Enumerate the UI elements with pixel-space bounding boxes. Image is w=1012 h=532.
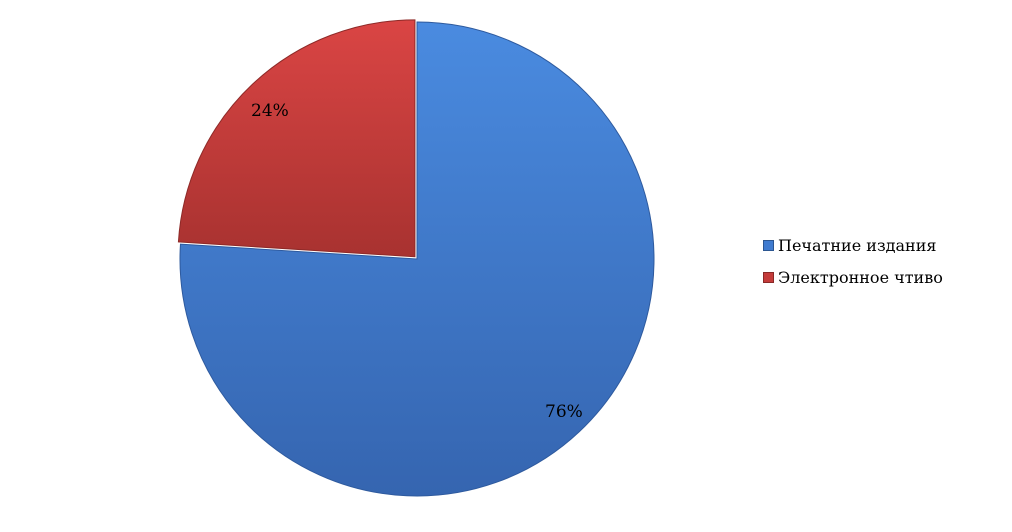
legend: Печатние издания Электронное чтиво xyxy=(763,229,943,293)
legend-swatch xyxy=(763,239,774,251)
pie-slice-0 xyxy=(179,21,655,497)
slice-label-0: 76% xyxy=(545,402,583,422)
legend-swatch xyxy=(763,271,774,283)
pie-slice-1 xyxy=(177,19,416,258)
legend-label: Печатние издания xyxy=(778,235,937,255)
slice-label-1: 24% xyxy=(251,101,289,121)
legend-item-print: Печатние издания xyxy=(763,229,943,261)
legend-item-electronic: Электронное чтиво xyxy=(763,261,943,293)
legend-label: Электронное чтиво xyxy=(778,267,943,287)
